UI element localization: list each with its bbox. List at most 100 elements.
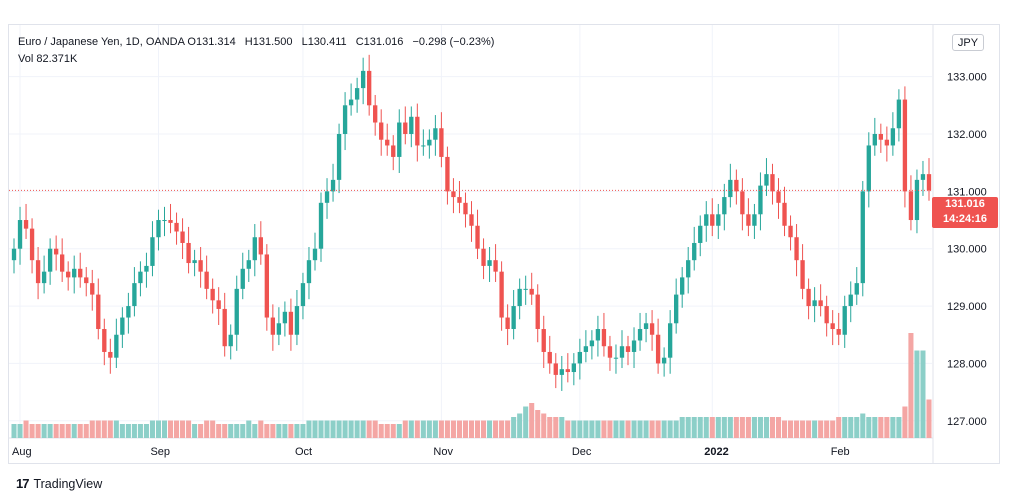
volume-bar (794, 420, 800, 438)
candle-body (848, 294, 853, 307)
volume-bar (143, 424, 149, 438)
volume-bar (432, 420, 438, 438)
candle-body (487, 260, 492, 266)
volume-bar (619, 420, 625, 438)
volume-bar (565, 420, 571, 438)
bar-countdown: 14:24:16 (942, 213, 988, 225)
volume-bar (890, 417, 896, 438)
open-label: O (187, 36, 196, 48)
volume-bar (414, 420, 420, 438)
candle-body (812, 300, 817, 307)
volume-bar (270, 424, 276, 438)
candle-body (222, 308, 227, 347)
candle-body (288, 311, 294, 335)
candle-body (234, 288, 239, 335)
volume-bar (691, 417, 697, 438)
volume-bar (330, 420, 336, 438)
candle-body (41, 271, 47, 284)
volume-bar (342, 420, 348, 438)
volume-bar (288, 424, 294, 438)
volume-bar (697, 417, 703, 438)
candle-body (258, 237, 263, 255)
high-value: 131.500 (252, 36, 293, 48)
volume-bar (101, 420, 107, 438)
volume-bar (878, 417, 884, 438)
candle-body (896, 99, 902, 129)
volume-bar (83, 424, 89, 438)
volume-bar (727, 417, 733, 438)
volume-bar (318, 420, 324, 438)
volume-bar (818, 420, 824, 438)
volume-bar (872, 417, 878, 438)
candle-body (619, 346, 625, 358)
change-value: −0.298 (−0.23%) (412, 36, 495, 48)
volume-bar (450, 420, 456, 438)
candle-body (445, 156, 450, 192)
currency-button[interactable]: JPY (952, 34, 984, 51)
volume-bar (444, 420, 450, 438)
candle-body (132, 283, 137, 307)
candle-body (270, 317, 276, 335)
volume-bar (137, 424, 143, 438)
candle-body (842, 306, 847, 335)
volume-bar (426, 420, 432, 438)
symbol-title[interactable]: Euro / Japanese Yen, 1D, OANDA (18, 36, 185, 48)
volume-bar (908, 333, 914, 438)
candle-body (318, 202, 324, 249)
candle-body (752, 214, 757, 226)
candle-body (523, 288, 528, 290)
candle-body (397, 122, 402, 157)
volume-bar (547, 417, 553, 438)
candle-body (625, 346, 631, 352)
volume-bar (649, 420, 655, 438)
candle-body (252, 237, 257, 261)
candle-body (734, 179, 739, 192)
volume-bar (47, 424, 53, 438)
volume-bar (468, 420, 475, 438)
volume-bar (366, 420, 372, 438)
candle-body (138, 271, 143, 284)
candle-body (553, 363, 558, 375)
candle-body (529, 288, 534, 295)
volume-bar (125, 424, 131, 438)
volume-bar (824, 420, 830, 438)
last-price-value: 131.016 (945, 198, 985, 210)
volume-bar (715, 417, 721, 438)
volume-bar (11, 424, 17, 438)
candle-body (824, 306, 829, 324)
candle-body (613, 357, 619, 359)
candle-body (914, 179, 920, 221)
candle-body (649, 323, 655, 335)
volume-bar (757, 417, 763, 438)
volume-bar (661, 420, 667, 438)
volume-bar (643, 420, 649, 438)
candle-body (336, 133, 342, 180)
close-label: C (355, 36, 364, 48)
volume-bar (65, 424, 71, 438)
volume-bar (396, 424, 402, 438)
volume-bar (703, 417, 709, 438)
candle-body (589, 340, 595, 347)
candle-body (680, 277, 685, 295)
tradingview-branding[interactable]: 17 TradingView (16, 476, 102, 491)
candle-body (366, 70, 372, 106)
candle-body (108, 351, 113, 358)
candle-body (59, 254, 65, 272)
candle-body (198, 260, 203, 272)
volume-bar (788, 420, 794, 438)
volume-bar (679, 417, 685, 438)
candle-body (324, 191, 330, 203)
candle-body (186, 242, 191, 264)
candle-body (427, 139, 432, 146)
candle-body (276, 323, 282, 335)
candle-body (162, 220, 167, 222)
candle-body (246, 260, 251, 269)
chart-frame (8, 24, 1000, 464)
volume-bar (77, 424, 83, 438)
time-tick-label: Feb (831, 446, 850, 458)
candle-body (409, 116, 414, 134)
candle-body (920, 174, 926, 180)
candle-body (90, 283, 95, 295)
volume-bar (324, 420, 330, 438)
